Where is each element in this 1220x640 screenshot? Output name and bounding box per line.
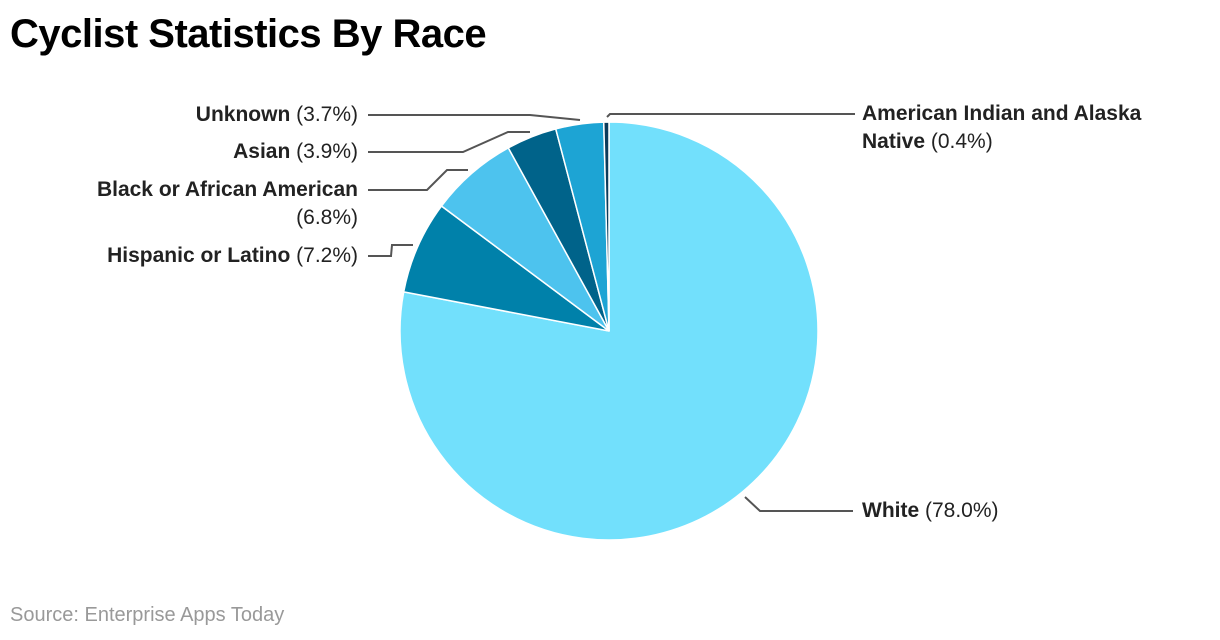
chart-title: Cyclist Statistics By Race [10, 12, 487, 56]
leader-line-unknown [368, 114, 581, 121]
slice-label-white: White (78.0%) [862, 499, 999, 522]
source-note: Source: Enterprise Apps Today [10, 604, 285, 626]
leader-line-american-indian [606, 113, 855, 118]
slice-label-american-indian: American Indian and Alaska Native (0.4%) [862, 102, 1142, 153]
pie-slice-american-indian-and-alaska-native [602, 121, 610, 332]
leader-line-black [368, 169, 468, 191]
leader-line-asian [368, 131, 530, 153]
slice-label-black: Black or African American (6.8%) [96, 178, 358, 229]
leader-line-hispanic [368, 244, 413, 257]
slice-label-asian: Asian (3.9%) [233, 140, 358, 163]
leader-line-white [744, 496, 853, 512]
leader-lines [368, 113, 855, 512]
slice-label-unknown: Unknown (3.7%) [195, 103, 358, 126]
slice-label-hispanic: Hispanic or Latino (7.2%) [107, 244, 358, 267]
